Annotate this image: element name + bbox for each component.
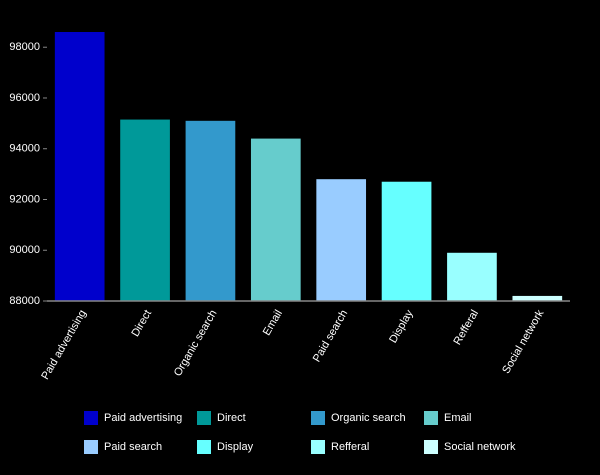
legend-label: Paid search: [104, 441, 162, 453]
x-tick-label: Refferal: [451, 308, 481, 347]
legend-label: Organic search: [331, 412, 406, 424]
bar: [447, 252, 497, 301]
y-tick-label: 92000: [9, 193, 40, 205]
x-tick-label: Direct: [129, 308, 154, 339]
x-tick-label: Paid advertising: [39, 308, 89, 382]
legend-swatch: [197, 440, 211, 454]
x-tick-label: Social network: [500, 308, 546, 376]
legend-label: Email: [444, 412, 472, 424]
bar: [316, 179, 367, 301]
legend-swatch: [84, 411, 98, 425]
x-tick-label: Paid search: [311, 308, 350, 364]
bar: [185, 120, 236, 301]
bar: [381, 181, 432, 301]
x-tick-label: Organic search: [172, 308, 220, 379]
bar: [54, 32, 105, 301]
y-tick-label: 94000: [9, 143, 40, 155]
bar: [512, 295, 563, 301]
legend-label: Direct: [217, 412, 246, 424]
bar: [250, 138, 301, 301]
y-tick-label: 98000: [9, 41, 40, 53]
legend-swatch: [311, 411, 325, 425]
legend-label: Display: [217, 441, 254, 453]
y-tick-label: 96000: [9, 92, 40, 104]
legend-swatch: [424, 440, 438, 454]
y-tick-label: 90000: [9, 244, 40, 256]
legend-label: Paid advertising: [104, 412, 182, 424]
legend-swatch: [424, 411, 438, 425]
legend-swatch: [197, 411, 211, 425]
bar: [120, 119, 170, 302]
legend-label: Social network: [444, 441, 516, 453]
x-tick-label: Display: [387, 308, 416, 346]
legend-swatch: [311, 440, 325, 454]
legend-swatch: [84, 440, 98, 454]
y-tick-label: 88000: [9, 295, 40, 307]
x-tick-label: Email: [261, 308, 285, 338]
legend-label: Refferal: [331, 441, 369, 453]
